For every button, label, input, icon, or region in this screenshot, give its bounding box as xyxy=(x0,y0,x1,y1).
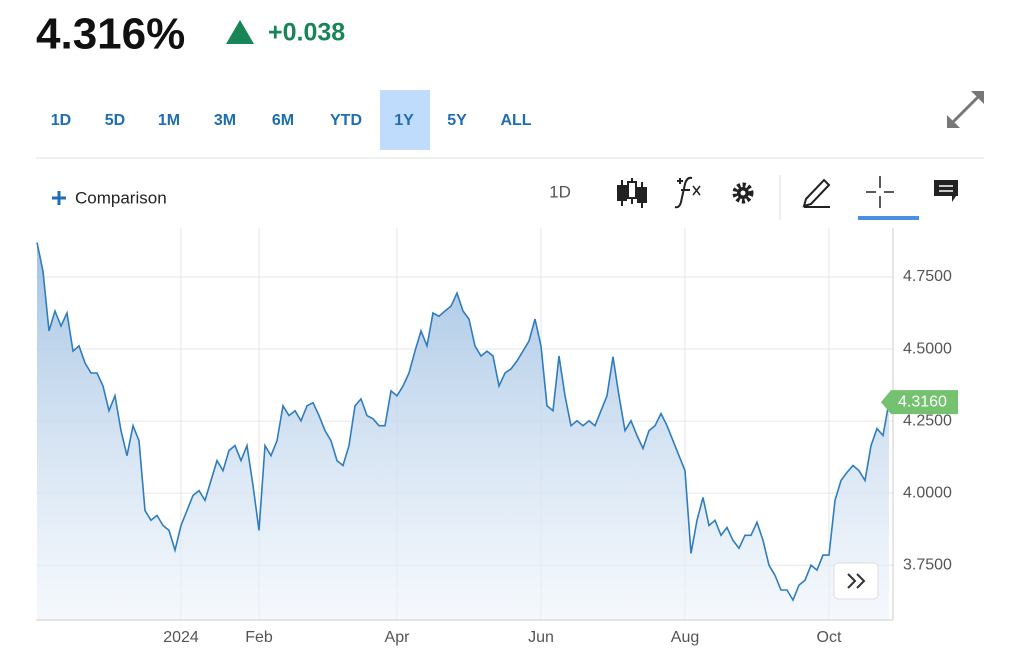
x-tick-label: Apr xyxy=(385,629,411,646)
last-price-tag xyxy=(881,390,958,415)
scroll-right-button[interactable] xyxy=(833,562,879,600)
y-tick-label: 3.7500 xyxy=(903,556,952,573)
plus-icon xyxy=(52,191,66,205)
comparison-button[interactable]: Comparison xyxy=(52,188,167,207)
range-tabs: 1D 5D 1M 3M 6M YTD 1Y 5Y ALL xyxy=(51,90,532,150)
y-tick-label: 4.2500 xyxy=(903,412,952,429)
up-arrow xyxy=(226,20,254,44)
active-tool-underline xyxy=(858,216,919,220)
last-price-label: 4.3160 xyxy=(898,393,947,410)
interval-button[interactable]: 1D xyxy=(549,182,571,201)
chart: 3.7500 4.0000 4.2500 4.5000 4.7500 2024 Feb Apr… xyxy=(36,228,958,646)
chart-type-icon[interactable] xyxy=(617,178,647,208)
range-tab[interactable]: 1D xyxy=(51,112,71,129)
y-tick-label: 4.0000 xyxy=(903,484,952,501)
range-tab[interactable]: ALL xyxy=(500,112,531,129)
price-change: +0.038 xyxy=(268,19,345,47)
x-tick-label: 2024 xyxy=(163,629,199,646)
y-tick-label: 4.5000 xyxy=(903,340,952,357)
range-tab[interactable]: 6M xyxy=(272,112,294,129)
range-tab[interactable]: 5Y xyxy=(447,112,467,129)
crosshair-icon[interactable] xyxy=(866,176,894,208)
comparison-label: Comparison xyxy=(75,188,167,207)
range-tab[interactable]: 1M xyxy=(158,112,180,129)
y-tick-label: 4.7500 xyxy=(903,268,952,285)
area xyxy=(37,242,889,620)
settings-icon[interactable] xyxy=(732,182,754,204)
range-tab[interactable]: 5D xyxy=(105,112,125,129)
x-tick-label: Jun xyxy=(528,629,554,646)
range-tab[interactable]: YTD xyxy=(330,112,362,129)
expand-icon[interactable] xyxy=(947,91,984,128)
studies-icon[interactable] xyxy=(674,176,701,209)
x-tick-label: Feb xyxy=(245,629,273,646)
draw-icon[interactable] xyxy=(802,178,831,208)
range-tab[interactable]: 1Y xyxy=(394,112,414,129)
comment-icon[interactable] xyxy=(934,180,958,202)
x-tick-label: Oct xyxy=(817,629,842,646)
range-tab[interactable]: 3M xyxy=(214,112,236,129)
line xyxy=(36,242,890,602)
selected-tab-bg xyxy=(380,90,430,150)
price: 4.316% xyxy=(36,10,185,59)
x-tick-label: Aug xyxy=(671,629,699,646)
